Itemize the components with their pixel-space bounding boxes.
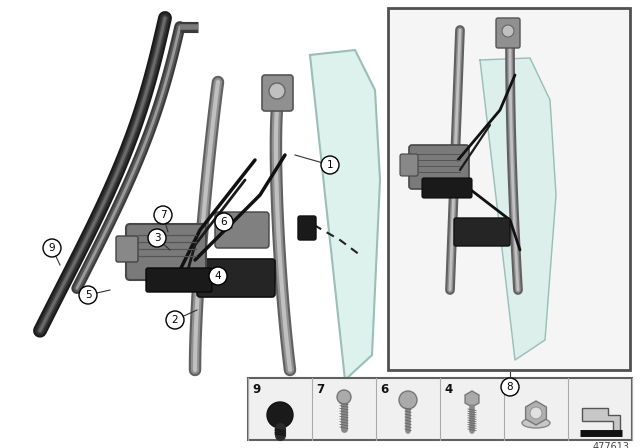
Polygon shape bbox=[582, 408, 620, 431]
FancyBboxPatch shape bbox=[409, 145, 469, 189]
Ellipse shape bbox=[522, 418, 550, 428]
FancyBboxPatch shape bbox=[146, 268, 212, 292]
Circle shape bbox=[321, 156, 339, 174]
Text: 4: 4 bbox=[444, 383, 452, 396]
Text: 3: 3 bbox=[154, 233, 160, 243]
FancyBboxPatch shape bbox=[262, 75, 293, 111]
Circle shape bbox=[502, 25, 514, 37]
Circle shape bbox=[337, 390, 351, 404]
Text: 9: 9 bbox=[49, 243, 55, 253]
Circle shape bbox=[269, 83, 285, 99]
Text: 477613: 477613 bbox=[593, 442, 630, 448]
Circle shape bbox=[166, 311, 184, 329]
Text: 7: 7 bbox=[316, 383, 324, 396]
FancyBboxPatch shape bbox=[454, 218, 510, 246]
Text: 6: 6 bbox=[380, 383, 388, 396]
Polygon shape bbox=[465, 391, 479, 407]
Circle shape bbox=[209, 267, 227, 285]
Circle shape bbox=[267, 402, 293, 428]
Circle shape bbox=[79, 286, 97, 304]
Bar bbox=[248, 378, 632, 440]
FancyBboxPatch shape bbox=[126, 224, 206, 280]
Polygon shape bbox=[525, 401, 547, 425]
Bar bbox=[388, 8, 630, 370]
FancyBboxPatch shape bbox=[400, 154, 418, 176]
Circle shape bbox=[148, 229, 166, 247]
Circle shape bbox=[215, 213, 233, 231]
Text: 7: 7 bbox=[160, 210, 166, 220]
FancyBboxPatch shape bbox=[298, 216, 316, 240]
Text: 8: 8 bbox=[507, 382, 513, 392]
Circle shape bbox=[530, 407, 542, 419]
FancyBboxPatch shape bbox=[422, 178, 472, 198]
Text: 2: 2 bbox=[508, 383, 516, 396]
Circle shape bbox=[399, 391, 417, 409]
FancyBboxPatch shape bbox=[197, 259, 275, 297]
Circle shape bbox=[501, 378, 519, 396]
Text: 5: 5 bbox=[84, 290, 92, 300]
Polygon shape bbox=[310, 50, 380, 380]
FancyBboxPatch shape bbox=[116, 236, 138, 262]
Circle shape bbox=[154, 206, 172, 224]
Text: 6: 6 bbox=[221, 217, 227, 227]
Circle shape bbox=[43, 239, 61, 257]
Text: 9: 9 bbox=[252, 383, 260, 396]
FancyBboxPatch shape bbox=[215, 212, 269, 248]
Text: 2: 2 bbox=[172, 315, 179, 325]
FancyBboxPatch shape bbox=[496, 18, 520, 48]
Polygon shape bbox=[480, 58, 556, 360]
Text: 4: 4 bbox=[214, 271, 221, 281]
Text: 1: 1 bbox=[326, 160, 333, 170]
